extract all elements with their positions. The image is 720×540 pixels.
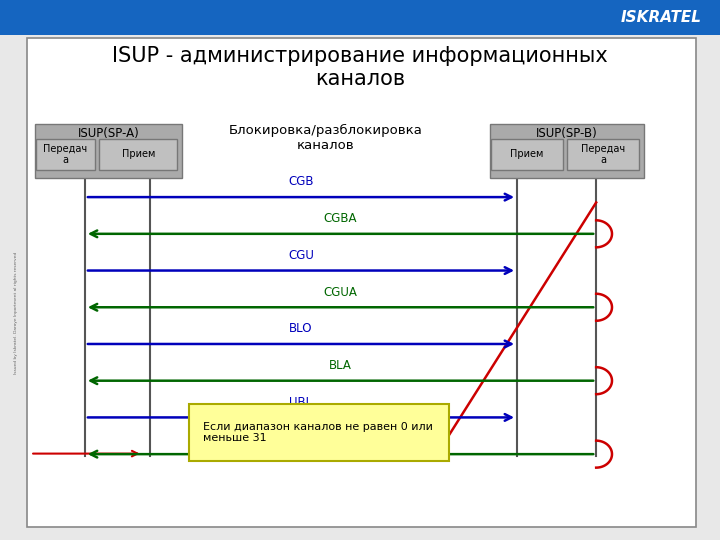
Text: CGB: CGB: [288, 176, 314, 188]
FancyBboxPatch shape: [491, 139, 563, 170]
Text: Issued by Iskratel. Daroye Inportment al rights reserved: Issued by Iskratel. Daroye Inportment al…: [14, 252, 18, 374]
Text: Прием: Прием: [122, 150, 155, 159]
Text: ISUP(SP-A): ISUP(SP-A): [78, 127, 139, 140]
FancyBboxPatch shape: [0, 0, 720, 35]
Text: Если диапазон каналов не равен 0 или
меньше 31: Если диапазон каналов не равен 0 или мен…: [203, 422, 433, 443]
Text: UBA: UBA: [328, 433, 353, 446]
Text: BLA: BLA: [329, 359, 352, 372]
Text: CGUA: CGUA: [323, 286, 358, 299]
Text: CGBA: CGBA: [324, 212, 357, 225]
Text: Блокировка/разблокировка
каналов: Блокировка/разблокировка каналов: [228, 124, 423, 152]
Text: Прием: Прием: [510, 150, 544, 159]
Text: UBL: UBL: [289, 396, 312, 409]
FancyBboxPatch shape: [27, 38, 696, 526]
FancyBboxPatch shape: [35, 124, 182, 178]
Text: BLO: BLO: [289, 322, 312, 335]
Text: ISUP - администрирование информационных
каналов: ISUP - администрирование информационных …: [112, 46, 608, 89]
FancyBboxPatch shape: [99, 139, 177, 170]
FancyBboxPatch shape: [36, 139, 95, 170]
Text: Передач
а: Передач а: [43, 144, 88, 165]
FancyBboxPatch shape: [490, 124, 644, 178]
Text: ISKRATEL: ISKRATEL: [621, 10, 702, 25]
Text: CGU: CGU: [288, 249, 314, 262]
FancyBboxPatch shape: [189, 404, 449, 461]
Text: ISUP(SP-B): ISUP(SP-B): [536, 127, 598, 140]
Text: Передач
а: Передач а: [581, 144, 626, 165]
FancyBboxPatch shape: [567, 139, 639, 170]
